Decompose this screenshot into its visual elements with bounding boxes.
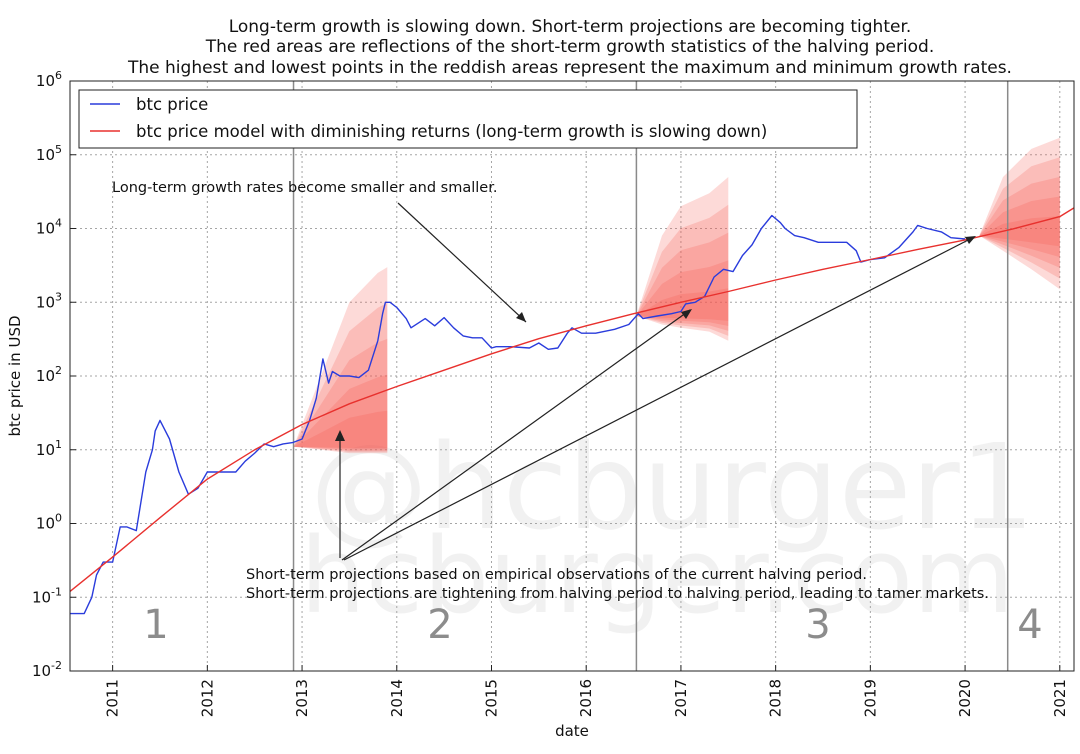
y-tick-base: 10 — [36, 220, 55, 238]
x-axis-label: date — [555, 722, 589, 740]
projection-band-2-level-4 — [636, 204, 729, 336]
legend: btc price btc price model with diminishi… — [78, 89, 858, 149]
projection-band-2-level-3 — [636, 232, 729, 331]
y-tick-exponent: -1 — [51, 585, 62, 598]
grid — [70, 81, 1074, 671]
period-label-1: 1 — [143, 602, 168, 648]
arrowhead-band-3 — [965, 236, 976, 244]
projection-band-1-level-3 — [293, 338, 388, 451]
legend-label-price: btc price — [136, 95, 208, 114]
y-tick-label: 103 — [36, 290, 62, 311]
y-tick-exponent: 6 — [55, 69, 62, 82]
period-label-3: 3 — [805, 602, 830, 648]
x-tick-label: 2017 — [672, 679, 690, 717]
y-tick-base: 10 — [36, 293, 55, 311]
y-tick-label: 105 — [36, 143, 62, 164]
x-tick-label: 2020 — [956, 679, 974, 717]
y-tick-base: 10 — [32, 588, 51, 606]
title-line-2: The red areas are reflections of the sho… — [205, 37, 935, 57]
projection-band-1-level-4 — [293, 303, 388, 452]
y-tick-exponent: 0 — [55, 512, 62, 525]
y-tick-label: 101 — [36, 438, 62, 459]
period-labels: 1 2 3 4 — [143, 602, 1042, 648]
watermark-handle: @hcburger1 — [310, 418, 1035, 556]
arrowhead-band-1 — [335, 430, 345, 441]
projection-band-3-level-1 — [979, 216, 1060, 247]
y-tick-label: 102 — [36, 364, 62, 385]
y-tick-base: 10 — [36, 441, 55, 459]
y-tick-base: 10 — [36, 515, 55, 533]
y-tick-base: 10 — [36, 146, 55, 164]
projection-band-2-level-5 — [636, 177, 729, 341]
y-tick-label: 104 — [36, 217, 62, 238]
chart-title: Long-term growth is slowing down. Short-… — [127, 17, 1012, 78]
projection-bands — [293, 137, 1060, 454]
y-tick-exponent: 1 — [55, 438, 62, 451]
series — [69, 207, 1075, 615]
legend-label-model: btc price model with diminishing returns… — [136, 122, 767, 141]
y-tick-label: 10-1 — [32, 585, 62, 606]
title-line-3: The highest and lowest points in the red… — [127, 58, 1012, 78]
x-tick-label: 2021 — [1051, 679, 1069, 717]
watermark: @hcburger1 hcburger.com — [300, 418, 1035, 637]
period-label-4: 4 — [1017, 602, 1042, 648]
y-tick-base: 10 — [36, 72, 55, 90]
annotation-arrows — [335, 202, 976, 561]
period-label-2: 2 — [427, 602, 452, 648]
x-tick-label: 2015 — [482, 679, 500, 717]
annotations: Long-term growth rates become smaller an… — [112, 180, 989, 602]
x-tick-label: 2014 — [388, 679, 406, 717]
series-price-model — [69, 207, 1075, 592]
projection-band-1-level-2 — [293, 374, 388, 450]
y-tick-label: 106 — [36, 69, 62, 90]
projection-band-3-level-3 — [979, 176, 1060, 268]
x-tick-label: 2011 — [104, 679, 122, 717]
y-tick-base: 10 — [36, 367, 55, 385]
y-axis-label: btc price in USD — [6, 315, 24, 436]
y-tick-exponent: 4 — [55, 217, 62, 230]
projection-band-1-level-5 — [293, 267, 388, 454]
y-tick-exponent: 2 — [55, 364, 62, 377]
arrow-to-band-3 — [343, 236, 975, 561]
projection-band-1-level-1 — [293, 410, 388, 448]
projection-band-3-level-5 — [979, 137, 1060, 290]
arrowhead-long-term — [516, 312, 526, 322]
watermark-site: hcburger.com — [300, 515, 1014, 637]
halving-lines — [292, 81, 1009, 671]
x-tick-label: 2016 — [577, 679, 595, 717]
x-tick-label: 2019 — [861, 679, 879, 717]
title-line-1: Long-term growth is slowing down. Short-… — [229, 17, 912, 37]
y-tick-exponent: -2 — [51, 659, 62, 672]
y-tick-base: 10 — [32, 662, 51, 680]
y-tick-label: 100 — [36, 512, 62, 533]
x-tick-label: 2012 — [198, 679, 216, 717]
axes: 2011 2012 2013 2014 2015 2016 2017 2018 2019 2020… — [32, 69, 1069, 717]
arrow-long-term — [397, 202, 527, 323]
projection-band-3-level-4 — [979, 157, 1060, 279]
arrow-to-band-2 — [341, 309, 691, 561]
annotation-short-term-2: Short-term projections are tightening fr… — [246, 586, 989, 602]
x-tick-label: 2018 — [767, 679, 785, 717]
y-tick-exponent: 3 — [55, 290, 62, 303]
arrowhead-band-2 — [681, 309, 692, 319]
y-tick-exponent: 5 — [55, 143, 62, 156]
annotation-long-term: Long-term growth rates become smaller an… — [112, 180, 497, 196]
annotation-short-term-1: Short-term projections based on empirica… — [246, 567, 867, 583]
y-tick-label: 10-2 — [32, 659, 62, 680]
legend-box — [78, 89, 858, 149]
projection-band-2-level-2 — [636, 260, 729, 326]
x-tick-label: 2013 — [293, 679, 311, 717]
